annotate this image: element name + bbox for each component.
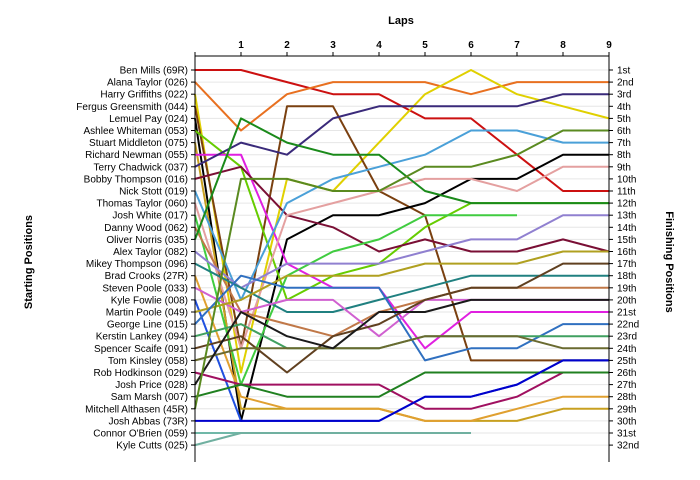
starting-position-label: Bobby Thompson (016) — [84, 174, 188, 185]
finishing-position-label: 27th — [617, 380, 636, 391]
x-tick-label: 1 — [238, 40, 244, 51]
starting-position-label: Oliver Norris (035) — [106, 235, 188, 246]
series-line-29 — [194, 129, 609, 409]
starting-position-label: Thomas Taylor (060) — [96, 199, 188, 210]
finishing-position-label: 18th — [617, 271, 636, 282]
starting-position-label: Kerstin Lankey (094) — [96, 332, 188, 343]
series-line-14 — [194, 226, 609, 338]
finishing-position-label: 19th — [617, 283, 636, 294]
finishing-position-label: 5th — [617, 114, 631, 125]
finishing-position-label: 11th — [617, 187, 636, 198]
finishing-position-label: 28th — [617, 392, 636, 403]
starting-position-label: Sam Marsh (007) — [111, 392, 188, 403]
series-line-26 — [194, 371, 609, 410]
starting-position-label: Alana Taylor (026) — [107, 78, 188, 89]
finishing-position-labels: 1st2nd3rd4th5th6th7th8th9th10th11th12th1… — [617, 66, 639, 452]
starting-position-label: Mitchell Althasen (45R) — [85, 404, 188, 415]
finishing-position-label: 15th — [617, 235, 636, 246]
finishing-position-label: 21st — [617, 308, 636, 319]
finishing-position-label: 22nd — [617, 320, 639, 331]
series-line-15 — [194, 117, 609, 240]
x-tick-label: 8 — [560, 40, 566, 51]
finishing-position-label: 32nd — [617, 441, 639, 452]
finishing-position-label: 16th — [617, 247, 636, 258]
starting-position-label: Fergus Greensmith (044) — [76, 102, 188, 113]
starting-position-label: Connor O'Brien (059) — [93, 429, 188, 440]
starting-position-label: Martin Poole (049) — [106, 308, 188, 319]
finishing-position-label: 31st — [617, 429, 636, 440]
starting-position-label: Nick Stott (019) — [119, 187, 188, 198]
series-line-16 — [194, 214, 609, 289]
finishing-position-label: 30th — [617, 416, 636, 427]
finishing-position-label: 17th — [617, 259, 636, 270]
series-line-9 — [194, 93, 609, 168]
finishing-position-label: 25th — [617, 356, 636, 367]
right-axis-title: Finishing Positions — [663, 211, 675, 312]
x-tick-label: 6 — [468, 40, 474, 51]
starting-position-label: Brad Crooks (27R) — [105, 271, 188, 282]
series-line-11 — [194, 129, 609, 301]
lap-tick-labels: 1 2 3 4 5 6 7 8 9 — [238, 40, 612, 51]
starting-position-label: Kyle Cutts (025) — [116, 441, 188, 452]
finishing-position-label: 23rd — [617, 332, 637, 343]
starting-position-label: Danny Wood (062) — [104, 223, 188, 234]
starting-position-label: Terry Chadwick (037) — [94, 162, 188, 173]
x-tick-label: 2 — [284, 40, 290, 51]
starting-position-label: Tom Kinsley (058) — [108, 356, 188, 367]
finishing-position-label: 4th — [617, 102, 631, 113]
starting-position-label: George Line (015) — [107, 320, 188, 331]
starting-position-label: Ashlee Whiteman (053) — [84, 126, 189, 137]
finishing-position-label: 7th — [617, 138, 631, 149]
series-line-27 — [194, 298, 609, 386]
starting-position-label: Josh Price (028) — [115, 380, 188, 391]
starting-position-label: Richard Newman (055) — [85, 150, 188, 161]
series-line-2 — [194, 81, 609, 132]
starting-position-label: Harry Griffiths (022) — [100, 90, 188, 101]
axes — [191, 52, 613, 462]
finishing-position-label: 26th — [617, 368, 636, 379]
x-tick-label: 5 — [422, 40, 428, 51]
x-tick-label: 3 — [330, 40, 336, 51]
finishing-position-label: 14th — [617, 223, 636, 234]
series-line-30 — [195, 359, 609, 422]
series-line-4 — [194, 105, 609, 362]
starting-position-label: Mikey Thompson (096) — [86, 259, 188, 270]
starting-position-label: Josh Abbas (73R) — [109, 416, 189, 427]
starting-position-label: Rob Hodkinson (029) — [94, 368, 189, 379]
finishing-position-label: 3rd — [617, 90, 631, 101]
series-line-13 — [194, 214, 517, 386]
finishing-position-label: 6th — [617, 126, 631, 137]
starting-position-label: Alex Taylor (082) — [113, 247, 188, 258]
finishing-position-label: 20th — [617, 295, 636, 306]
series-line-21 — [194, 250, 609, 313]
finishing-position-label: 8th — [617, 150, 631, 161]
starting-position-label: Spencer Scaife (091) — [94, 344, 188, 355]
series-line-18 — [194, 275, 609, 422]
starting-position-label: Josh White (017) — [112, 211, 188, 222]
finishing-position-label: 13th — [617, 211, 636, 222]
x-tick-label: 4 — [376, 40, 382, 51]
starting-position-labels: Ben Mills (69R)Alana Taylor (026)Harry G… — [76, 66, 188, 452]
finishing-position-label: 29th — [617, 404, 636, 415]
series-line-25 — [194, 335, 609, 362]
finishing-position-label: 10th — [617, 174, 636, 185]
starting-position-label: Stuart Middleton (075) — [89, 138, 188, 149]
finishing-position-label: 12th — [617, 199, 636, 210]
starting-position-label: Ben Mills (69R) — [120, 66, 188, 77]
x-tick-label: 7 — [514, 40, 520, 51]
x-axis-title: Laps — [388, 15, 414, 27]
starting-position-label: Lemuel Pay (024) — [109, 114, 188, 125]
finishing-position-label: 1st — [617, 66, 631, 77]
finishing-position-label: 2nd — [617, 78, 634, 89]
series-lines — [194, 69, 610, 447]
x-tick-label: 9 — [606, 40, 612, 51]
finishing-position-label: 9th — [617, 162, 631, 173]
starting-position-label: Steven Poole (033) — [102, 283, 188, 294]
series-line-32 — [194, 432, 471, 447]
finishing-position-label: 24th — [617, 344, 636, 355]
starting-position-label: Kyle Fowlie (008) — [111, 295, 188, 306]
series-line-10 — [194, 165, 610, 253]
left-axis-title: Starting Positions — [23, 215, 35, 309]
